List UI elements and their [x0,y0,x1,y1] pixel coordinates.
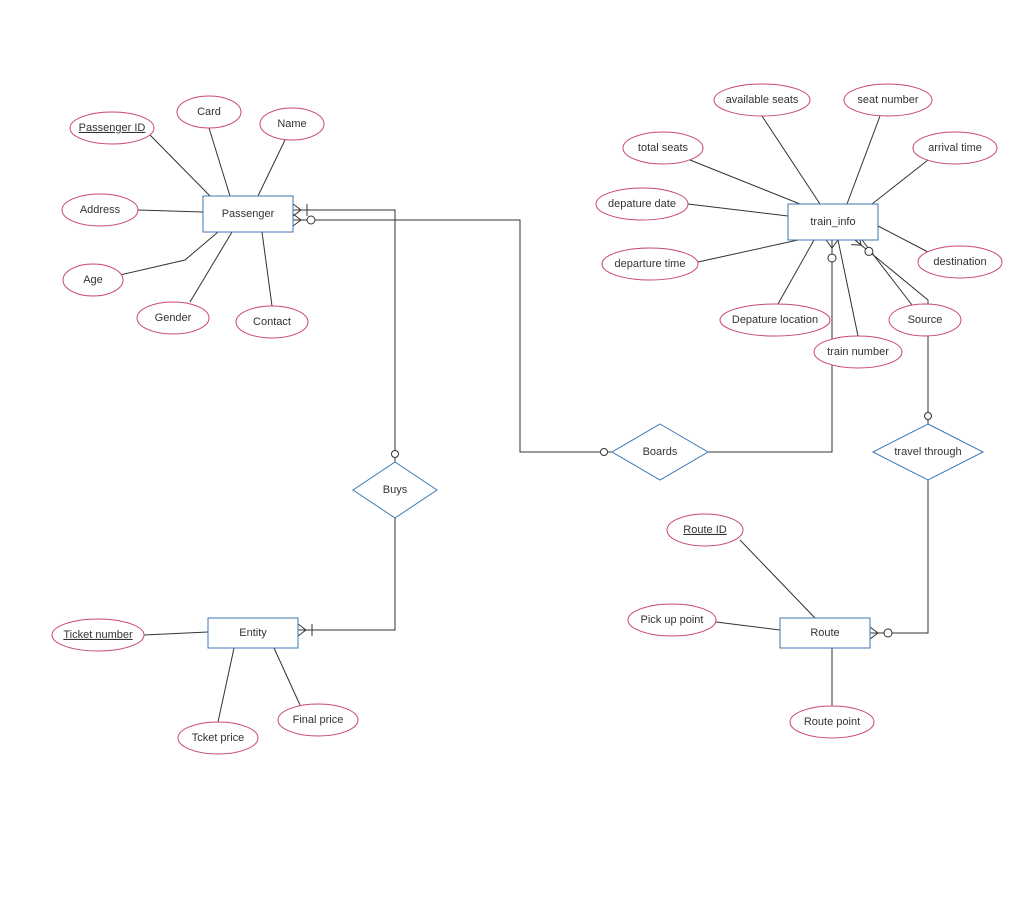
svg-text:Route point: Route point [804,716,860,728]
svg-text:seat number: seat number [857,94,918,106]
attribute-name: Name [260,108,324,140]
svg-text:Contact: Contact [253,316,291,328]
attribute-departure_time: departure time [602,248,698,280]
attribute-card: Card [177,96,241,128]
svg-text:Depature location: Depature location [732,314,818,326]
svg-text:available seats: available seats [726,94,799,106]
svg-text:Pick up point: Pick up point [641,614,704,626]
entity-entity: Entity [208,618,298,648]
attribute-passenger_id: Passenger ID [70,112,154,144]
svg-text:Name: Name [277,118,306,130]
svg-text:Card: Card [197,106,221,118]
svg-text:Passenger: Passenger [222,208,275,220]
attribute-age: Age [63,264,123,296]
attribute-final_price: Final price [278,704,358,736]
svg-text:Route ID: Route ID [683,524,726,536]
svg-text:arrival time: arrival time [928,142,982,154]
entity-route: Route [780,618,870,648]
attribute-seat_number: seat number [844,84,932,116]
svg-text:train number: train number [827,346,889,358]
er-diagram-canvas: Passenger train_info Entity Route Buys Boards… [0,0,1024,911]
relationship-boards: Boards [612,424,708,480]
attribute-destination: destination [918,246,1002,278]
svg-text:Tcket price: Tcket price [192,732,245,744]
entity-passenger: Passenger [203,196,293,232]
svg-text:Age: Age [83,274,103,286]
svg-text:Entity: Entity [239,627,267,639]
attribute-depature_date: depature date [596,188,688,220]
svg-text:Passenger ID: Passenger ID [79,122,146,134]
svg-text:Final price: Final price [293,714,344,726]
svg-text:total seats: total seats [638,142,689,154]
attribute-route_id: Route ID [667,514,743,546]
svg-text:destination: destination [933,256,986,268]
attribute-pickup_point: Pick up point [628,604,716,636]
svg-text:Buys: Buys [383,484,408,496]
svg-text:depature date: depature date [608,198,676,210]
relationship-travel_through: travel through [873,424,983,480]
attribute-gender: Gender [137,302,209,334]
entity-train_info: train_info [788,204,878,240]
svg-text:Address: Address [80,204,121,216]
relationship-buys: Buys [353,462,437,518]
attribute-available_seats: available seats [714,84,810,116]
attribute-address: Address [62,194,138,226]
svg-text:travel through: travel through [894,446,961,458]
attribute-total_seats: total seats [623,132,703,164]
svg-text:Source: Source [908,314,943,326]
attribute-arrival_time: arrival time [913,132,997,164]
svg-text:Route: Route [810,627,839,639]
attribute-ticket_price: Tcket price [178,722,258,754]
svg-text:Boards: Boards [643,446,678,458]
attribute-depature_location: Depature location [720,304,830,336]
attribute-contact: Contact [236,306,308,338]
attribute-ticket_number: Ticket number [52,619,144,651]
attribute-source: Source [889,304,961,336]
svg-text:train_info: train_info [810,216,855,228]
svg-text:Gender: Gender [155,312,192,324]
attribute-train_number: train number [814,336,902,368]
attribute-route_point: Route point [790,706,874,738]
svg-text:Ticket number: Ticket number [63,629,133,641]
svg-text:departure time: departure time [615,258,686,270]
